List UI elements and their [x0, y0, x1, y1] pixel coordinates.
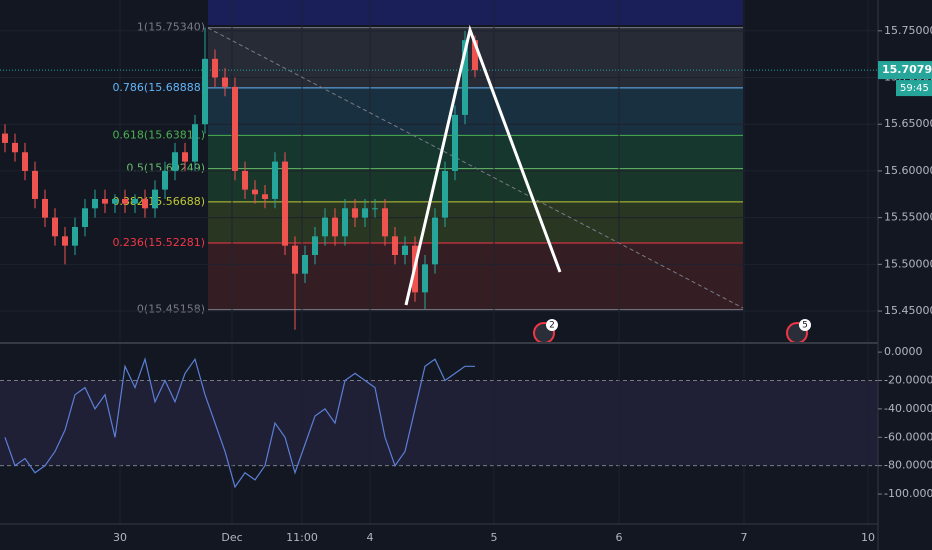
candle-body — [252, 189, 258, 195]
countdown-box — [896, 80, 932, 97]
event-badge — [799, 319, 811, 331]
candle-body — [52, 217, 58, 237]
oscillator-band — [0, 380, 878, 466]
grid-layer — [0, 0, 878, 524]
candle-body — [462, 40, 468, 115]
y-tick-label: -80.0000 — [884, 459, 932, 472]
fib-zone — [208, 135, 743, 169]
candle-body — [142, 198, 148, 209]
fib-label: 1(15.75340) — [137, 21, 205, 34]
fib-label: 0(15.45158) — [137, 303, 205, 316]
candle-body — [132, 198, 138, 204]
candle-body — [352, 208, 358, 218]
fib-label: 0.786(15.68888) — [112, 81, 205, 94]
event-badge — [546, 319, 558, 331]
candle-body — [372, 208, 378, 210]
candle-body — [242, 170, 248, 190]
x-tick-label: 5 — [491, 531, 498, 544]
candle-body — [232, 86, 238, 171]
fib-zone — [208, 87, 743, 136]
x-tick-label: 7 — [741, 531, 748, 544]
candle-body — [282, 161, 288, 246]
event-count: 5 — [802, 321, 808, 331]
current-price-label: 15.70798 — [882, 63, 932, 76]
current-price-box — [878, 61, 932, 80]
y-tick-label: -60.0000 — [884, 430, 932, 443]
candle-body — [402, 245, 408, 255]
candle-body — [292, 245, 298, 274]
candle-body — [22, 152, 28, 171]
drawn-pattern — [404, 24, 562, 306]
candle-body — [332, 217, 338, 237]
candle-body — [312, 236, 318, 255]
y-tick-label: 15.60000 — [884, 164, 932, 177]
fib-zone — [208, 201, 743, 244]
candle-body — [452, 114, 458, 171]
candle-body — [72, 226, 78, 246]
y-tick-label: 15.55000 — [884, 211, 932, 224]
candle-body — [82, 208, 88, 227]
fib-label: 0.236(15.52281) — [112, 236, 205, 249]
candle-body — [112, 198, 118, 204]
y-tick-label: 15.65000 — [884, 117, 932, 130]
candle-body — [212, 58, 218, 78]
y-tick-label: 15.45000 — [884, 304, 932, 317]
candle-body — [172, 152, 178, 171]
fib-extension — [208, 0, 743, 25]
fib-label: 0.618(15.63811) — [112, 128, 205, 141]
y-tick-label: -20.0000 — [884, 373, 932, 386]
candle-body — [422, 264, 428, 293]
oscillator-line — [4, 357, 475, 489]
fib-zone — [208, 168, 743, 202]
candle-body — [442, 170, 448, 218]
candle-body — [222, 77, 228, 87]
x-tick-label: 10 — [861, 531, 875, 544]
candle-body — [152, 189, 158, 209]
x-tick-label: 11:00 — [286, 531, 318, 544]
candle-body — [272, 161, 278, 199]
axis-layer: 15.7500015.7000015.6500015.6000015.55000… — [113, 24, 932, 544]
candle-body — [92, 198, 98, 209]
candle-body — [192, 124, 198, 162]
trend-line — [207, 27, 744, 309]
candle-body — [362, 208, 368, 218]
candle-body — [162, 170, 168, 190]
fib-label: 0.382(15.56688) — [112, 195, 205, 208]
candle-body — [12, 142, 18, 153]
candle-body — [382, 208, 388, 237]
y-tick-label: 0.0000 — [884, 345, 923, 358]
candle-body — [182, 152, 188, 162]
candle-body — [202, 58, 208, 125]
y-tick-label: -100.0000 — [884, 487, 932, 500]
candle-body — [102, 198, 108, 204]
countdown: 59:45 — [900, 83, 929, 94]
x-tick-label: 30 — [113, 531, 127, 544]
candle-body — [432, 217, 438, 265]
candle-body — [392, 236, 398, 255]
candle-body — [42, 198, 48, 218]
x-tick-label: 6 — [616, 531, 623, 544]
fib-zone — [208, 243, 743, 310]
fib-layer: 1(15.75340) 0.786(15.68888) 0.618(15.63811… — [112, 21, 743, 316]
event-count: 2 — [549, 321, 555, 331]
y-tick-label: 15.50000 — [884, 257, 932, 270]
candle-body — [342, 208, 348, 237]
candle-body — [62, 236, 68, 246]
candle-body — [2, 133, 8, 143]
y-tick-label: 15.75000 — [884, 24, 932, 37]
candle-body — [302, 255, 308, 274]
candle-body — [122, 198, 128, 204]
candle-body — [262, 194, 268, 199]
y-tick-label: -40.0000 — [884, 402, 932, 415]
candle-body — [472, 40, 478, 71]
x-tick-label: Dec — [221, 531, 242, 544]
candle-body — [32, 170, 38, 199]
x-tick-label: 4 — [367, 531, 374, 544]
candle-body — [322, 217, 328, 237]
